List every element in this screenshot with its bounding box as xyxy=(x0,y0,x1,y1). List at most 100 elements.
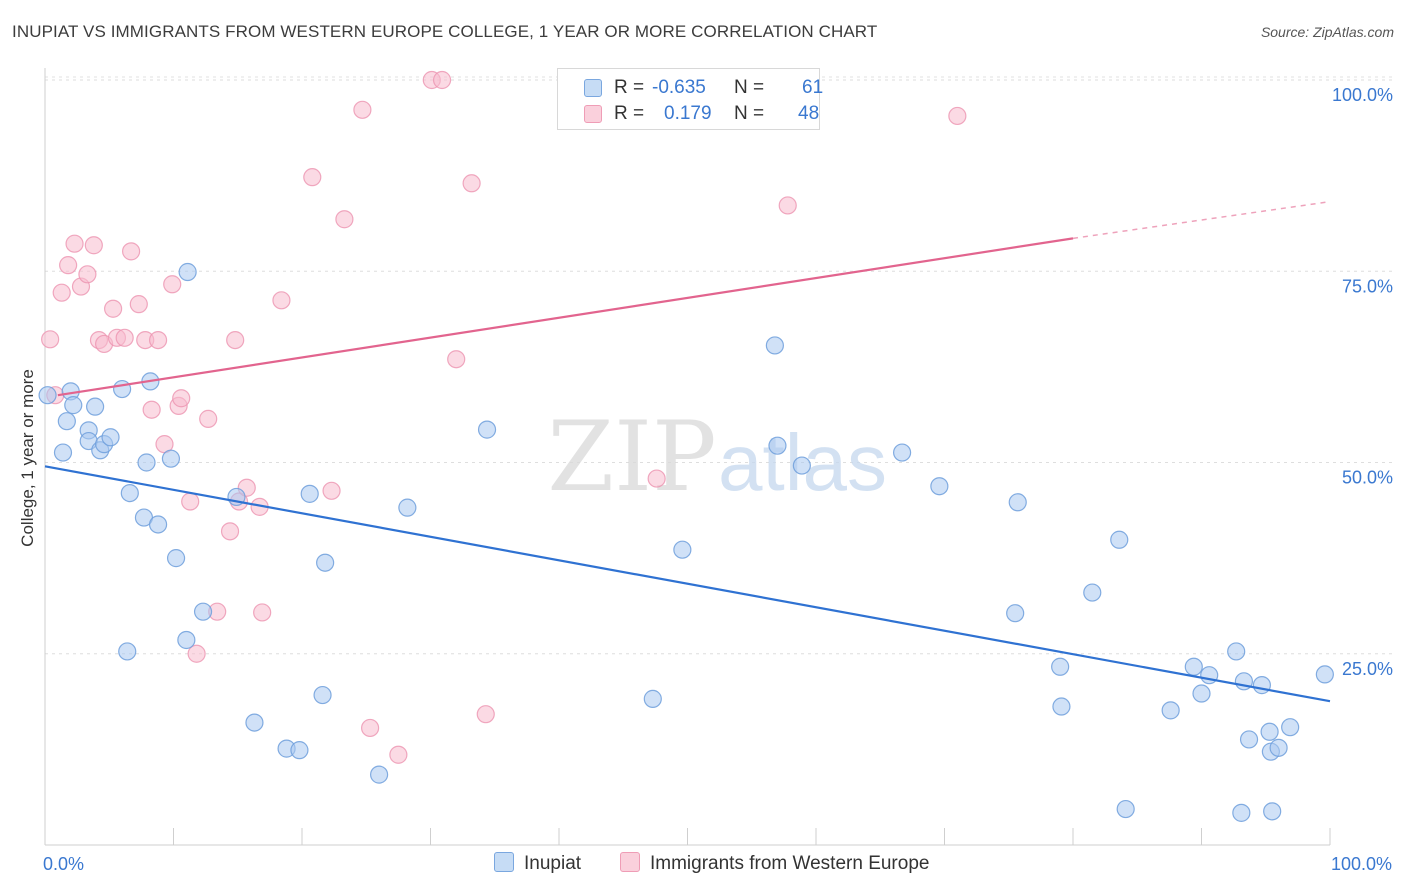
point-inupiat xyxy=(1263,802,1282,821)
point-inupiat xyxy=(370,765,389,784)
point-inupiat xyxy=(1252,676,1271,695)
watermark-zip: ZIP xyxy=(547,401,716,513)
point-inupiat xyxy=(1051,657,1070,676)
y-tick-label: 75.0% xyxy=(1342,276,1393,296)
legend-r-value: 0.179 xyxy=(664,103,712,124)
source-credit: Source: ZipAtlas.com xyxy=(1260,24,1394,40)
point-western-europe xyxy=(199,409,218,428)
point-western-europe xyxy=(303,168,322,187)
legend-n-label: N = xyxy=(734,103,765,124)
point-western-europe xyxy=(181,492,200,511)
point-inupiat xyxy=(1269,738,1288,757)
point-western-europe xyxy=(647,469,666,488)
legend-r-label: R = xyxy=(614,77,645,98)
point-western-europe xyxy=(148,331,168,350)
point-inupiat xyxy=(316,553,335,572)
x-tick-label: 0.0% xyxy=(43,854,84,874)
point-inupiat xyxy=(1281,718,1300,737)
point-inupiat xyxy=(1192,684,1211,703)
point-inupiat xyxy=(290,741,309,760)
point-inupiat xyxy=(1110,530,1129,549)
point-inupiat xyxy=(161,449,181,468)
y-tick-label: 100.0% xyxy=(1332,85,1393,105)
point-western-europe xyxy=(59,256,78,275)
legend-swatch-western-europe xyxy=(584,105,602,123)
point-inupiat xyxy=(1232,803,1251,822)
trendline-western-europe xyxy=(57,237,1074,397)
point-inupiat xyxy=(765,336,784,355)
point-inupiat xyxy=(1260,722,1279,741)
point-inupiat xyxy=(118,642,137,661)
point-inupiat xyxy=(112,379,132,399)
point-inupiat xyxy=(137,453,156,472)
point-inupiat xyxy=(1008,493,1027,512)
series-legend: Inupiat Immigrants from Western Europe xyxy=(0,852,1406,878)
y-tick-label: 50.0% xyxy=(1342,468,1393,488)
chart-title: INUPIAT VS IMMIGRANTS FROM WESTERN EUROP… xyxy=(12,22,878,41)
legend-n-value: 48 xyxy=(798,103,820,124)
legend-item-western-europe: Immigrants from Western Europe xyxy=(620,852,929,875)
point-inupiat xyxy=(86,397,105,416)
point-western-europe xyxy=(447,350,466,369)
point-inupiat xyxy=(38,386,57,405)
point-inupiat xyxy=(1161,701,1180,720)
points-layer xyxy=(38,70,1334,822)
point-western-europe xyxy=(142,400,161,419)
legend-n-label: N = xyxy=(734,77,765,98)
point-western-europe xyxy=(322,481,341,500)
axis-layer xyxy=(44,68,1331,846)
point-western-europe xyxy=(432,70,452,90)
point-western-europe xyxy=(253,603,272,622)
point-western-europe xyxy=(187,644,206,663)
point-inupiat xyxy=(673,540,692,559)
trendline-inupiat xyxy=(44,465,1331,703)
point-inupiat xyxy=(166,549,186,568)
point-inupiat xyxy=(643,689,662,708)
point-western-europe xyxy=(84,236,103,255)
legend-r-value: -0.635 xyxy=(652,77,706,98)
point-western-europe xyxy=(163,275,182,294)
point-western-europe xyxy=(220,522,240,541)
trendline-western-europe-extension xyxy=(1072,200,1331,240)
point-western-europe xyxy=(948,106,967,126)
point-western-europe xyxy=(361,718,380,738)
point-inupiat xyxy=(1227,642,1246,661)
y-tick-label: 25.0% xyxy=(1342,659,1393,679)
legend-item-inupiat: Inupiat xyxy=(494,852,581,875)
point-western-europe xyxy=(121,242,141,261)
watermark: ZIP atlas xyxy=(547,401,887,513)
point-inupiat xyxy=(101,428,120,447)
point-inupiat xyxy=(193,602,213,621)
point-western-europe xyxy=(129,295,148,314)
point-inupiat xyxy=(148,515,168,534)
point-inupiat xyxy=(120,484,139,503)
point-western-europe xyxy=(389,745,408,764)
point-western-europe xyxy=(52,283,71,302)
point-western-europe xyxy=(104,299,123,318)
point-inupiat xyxy=(930,477,949,496)
point-western-europe xyxy=(78,265,97,284)
point-western-europe xyxy=(335,210,354,229)
point-western-europe xyxy=(462,174,481,193)
point-western-europe xyxy=(65,234,84,253)
point-inupiat xyxy=(768,436,787,455)
legend-label-inupiat: Inupiat xyxy=(524,853,582,874)
point-western-europe xyxy=(172,389,191,408)
point-inupiat xyxy=(1116,799,1135,819)
point-inupiat xyxy=(477,420,497,439)
point-inupiat xyxy=(57,412,76,431)
legend-r-label: R = xyxy=(614,103,645,124)
point-inupiat xyxy=(300,484,319,503)
point-inupiat xyxy=(64,396,83,415)
point-inupiat xyxy=(1184,657,1203,676)
point-inupiat xyxy=(892,443,912,462)
point-inupiat xyxy=(313,685,332,705)
legend-n-value: 61 xyxy=(802,77,824,98)
point-inupiat xyxy=(1006,604,1025,623)
point-inupiat xyxy=(1083,583,1102,602)
trend-layer xyxy=(44,200,1331,703)
point-western-europe xyxy=(226,331,245,350)
point-inupiat xyxy=(245,713,264,732)
point-western-europe xyxy=(353,100,372,119)
